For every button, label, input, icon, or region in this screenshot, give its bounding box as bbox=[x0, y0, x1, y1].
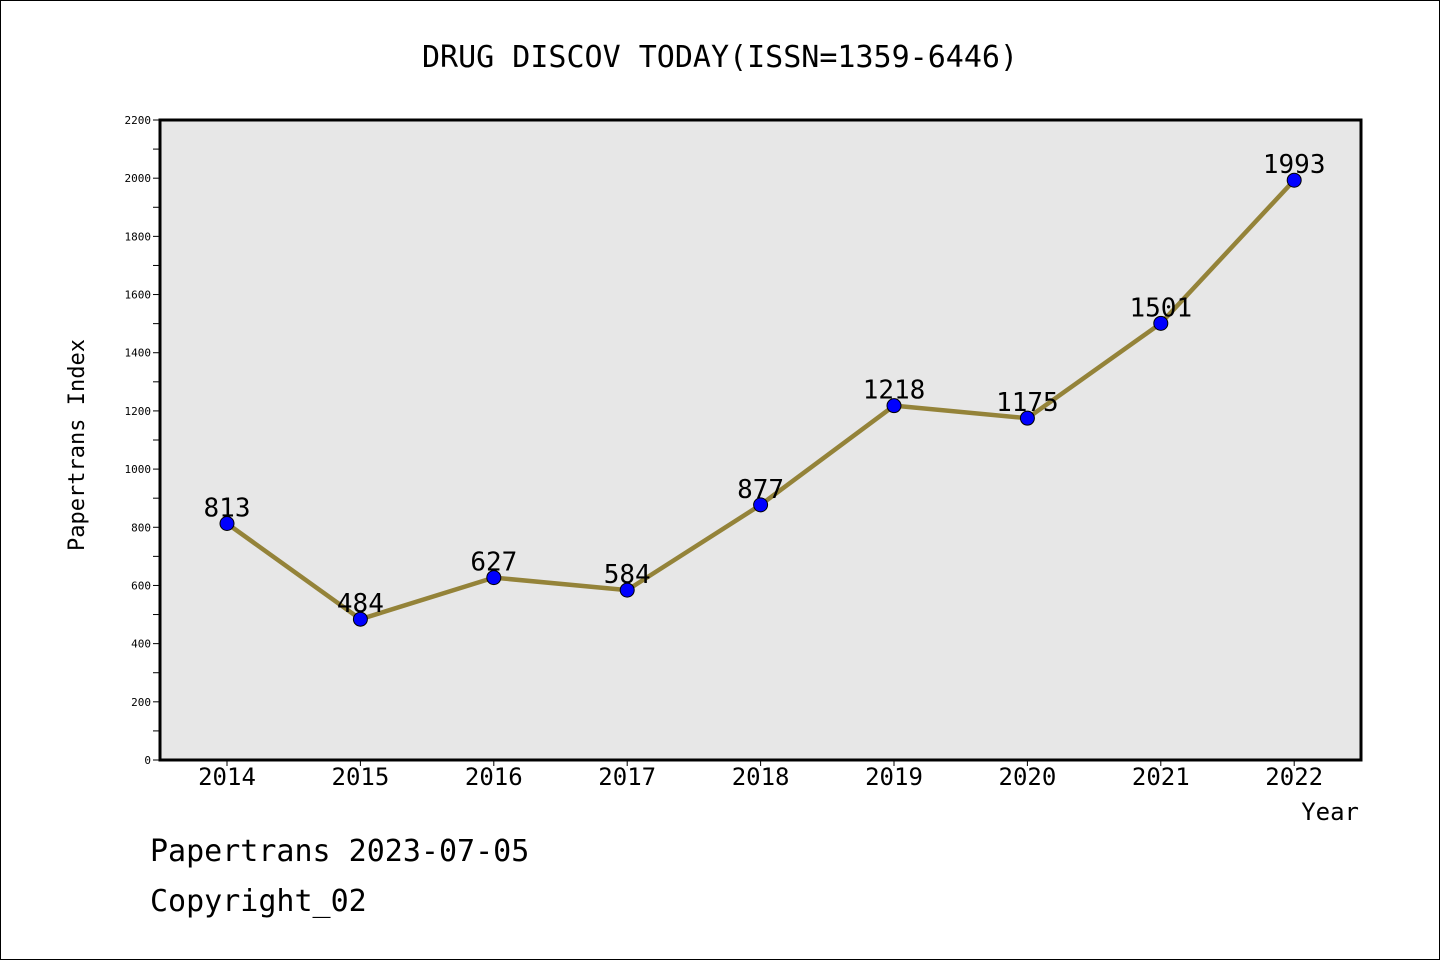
x-tick-label: 2017 bbox=[598, 763, 656, 791]
data-point bbox=[1019, 410, 1035, 426]
x-tick-label: 2019 bbox=[865, 763, 923, 791]
y-tick-label: 600 bbox=[131, 579, 151, 592]
y-tick-label: 1200 bbox=[125, 405, 152, 418]
data-label: 1993 bbox=[1263, 150, 1326, 180]
data-label: 813 bbox=[204, 493, 251, 523]
y-tick-label: 2200 bbox=[125, 114, 152, 127]
data-point bbox=[1286, 172, 1302, 188]
footer-date: Papertrans 2023-07-05 bbox=[150, 834, 530, 869]
data-label: 627 bbox=[470, 548, 517, 578]
y-tick-label: 200 bbox=[131, 696, 151, 709]
y-tick-label: 1600 bbox=[125, 289, 152, 302]
data-label: 484 bbox=[337, 589, 384, 619]
y-tick-label: 800 bbox=[131, 521, 151, 534]
data-label: 584 bbox=[604, 560, 651, 590]
x-tick-label: 2021 bbox=[1132, 763, 1190, 791]
data-point bbox=[1153, 315, 1169, 331]
x-tick-label: 2015 bbox=[332, 763, 390, 791]
x-tick-label: 2018 bbox=[732, 763, 790, 791]
data-point bbox=[352, 611, 368, 627]
data-label: 877 bbox=[737, 475, 784, 505]
y-tick-label: 1000 bbox=[125, 463, 152, 476]
data-point bbox=[486, 570, 502, 586]
y-tick-label: 1800 bbox=[125, 230, 152, 243]
x-tick-label: 2020 bbox=[999, 763, 1057, 791]
plot-border bbox=[158, 118, 1363, 762]
data-point bbox=[886, 398, 902, 414]
data-label: 1175 bbox=[996, 388, 1059, 418]
x-tick-label: 2014 bbox=[198, 763, 256, 791]
data-point bbox=[753, 497, 769, 513]
x-tick-label: 2022 bbox=[1265, 763, 1323, 791]
y-tick-label: 2000 bbox=[125, 172, 152, 185]
y-axis-label: Papertrans Index bbox=[65, 339, 90, 551]
chart-title: DRUG DISCOV TODAY(ISSN=1359-6446) bbox=[422, 40, 1018, 75]
y-tick-label: 0 bbox=[144, 754, 151, 767]
plot-area bbox=[160, 120, 1361, 760]
x-axis-label: Year bbox=[1301, 798, 1359, 826]
y-tick-label: 400 bbox=[131, 638, 151, 651]
data-label: 1501 bbox=[1129, 293, 1192, 323]
x-tick-label: 2016 bbox=[465, 763, 523, 791]
data-label: 1218 bbox=[863, 376, 926, 406]
y-tick-label: 1400 bbox=[125, 347, 152, 360]
data-point bbox=[619, 582, 635, 598]
footer-copyright: Copyright_02 bbox=[150, 884, 367, 919]
data-point bbox=[219, 515, 235, 531]
